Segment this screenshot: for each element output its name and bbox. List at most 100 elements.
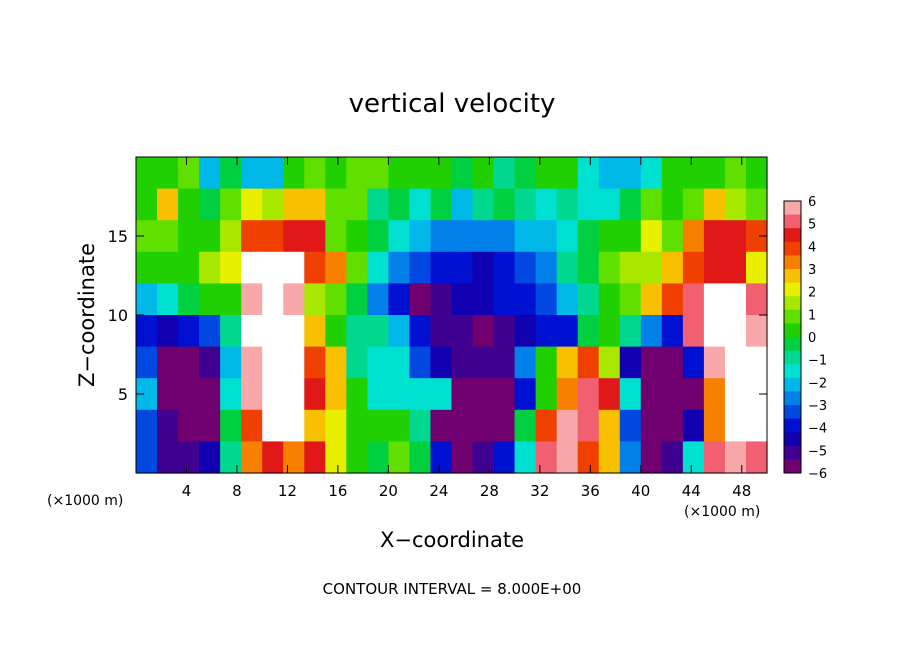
heatmap-cell (325, 441, 347, 474)
colorbar-label: −4 (808, 422, 827, 437)
heatmap-cell (388, 220, 411, 253)
colorbar-swatch (784, 201, 801, 216)
heatmap-cell (703, 283, 726, 316)
heatmap-cell (598, 157, 621, 190)
heatmap-cell (220, 378, 242, 411)
heatmap-cell (556, 378, 579, 411)
colorbar-swatch (784, 337, 801, 352)
heatmap-cell (262, 251, 284, 284)
heatmap-cell (556, 346, 579, 379)
heatmap-cell (178, 346, 200, 379)
heatmap-cell (262, 188, 284, 221)
heatmap-cell (724, 315, 747, 348)
heatmap-cell (556, 409, 579, 442)
colorbar-swatch (784, 418, 801, 433)
heatmap-cell (430, 441, 453, 474)
heatmap-cell (451, 220, 474, 253)
heatmap-cell (136, 188, 158, 221)
heatmap-cell (283, 157, 305, 190)
heatmap-cell (598, 441, 621, 474)
heatmap-cell (682, 441, 705, 474)
heatmap-cell (619, 157, 642, 190)
heatmap-cell (178, 441, 200, 474)
heatmap-cell (703, 315, 726, 348)
heatmap-cell (535, 251, 558, 284)
heatmap-cell (472, 346, 495, 379)
heatmap-cell (661, 157, 684, 190)
heatmap-cell (577, 346, 600, 379)
heatmap-cell (577, 441, 600, 474)
heatmap-cell (178, 315, 200, 348)
heatmap-cell (535, 441, 558, 474)
y-axis: 5 10 15 (108, 227, 767, 404)
heatmap-cell (451, 409, 474, 442)
heatmap-cell (178, 188, 200, 221)
heatmap-cell (703, 441, 726, 474)
heatmap-cell (367, 346, 389, 379)
heatmap-cell (304, 283, 326, 316)
heatmap-cell (661, 409, 684, 442)
heatmap-cell (136, 409, 158, 442)
heatmap-cell (325, 346, 347, 379)
colorbar-frame (783, 200, 802, 474)
heatmap-cell (157, 251, 179, 284)
heatmap-cell (661, 441, 684, 474)
y-tick-label: 15 (108, 227, 128, 246)
heatmap-cell (136, 220, 158, 253)
heatmap-cell (199, 409, 221, 442)
heatmap-cell (304, 157, 326, 190)
heatmap-cell (199, 283, 221, 316)
heatmap-cell (682, 378, 705, 411)
heatmap-cell (577, 409, 600, 442)
heatmap-cell (682, 251, 705, 284)
heatmap-cell (241, 441, 263, 474)
heatmap-cell (388, 378, 411, 411)
heatmap-cell (724, 188, 747, 221)
heatmap-cell (640, 220, 663, 253)
heatmap-cell (283, 283, 305, 316)
heatmap-cell (598, 188, 621, 221)
colorbar-label: 6 (808, 195, 816, 210)
heatmap-cell (556, 315, 579, 348)
heatmap-cell (199, 441, 221, 474)
heatmap-cell (388, 409, 411, 442)
heatmap-cell (283, 346, 305, 379)
colorbar-label: −5 (808, 444, 827, 459)
plot-area (136, 157, 768, 474)
heatmap-cell (535, 378, 558, 411)
heatmap-cell (724, 283, 747, 316)
heatmap-cell (325, 378, 347, 411)
heatmap-cell (346, 251, 368, 284)
heatmap-cell (241, 188, 263, 221)
heatmap-cell (367, 283, 389, 316)
heatmap-cell (262, 283, 284, 316)
colorbar-label: 2 (808, 286, 816, 301)
colorbar-label: −6 (808, 467, 827, 482)
x-tick-label: 48 (732, 482, 751, 500)
heatmap-cell (136, 346, 158, 379)
heatmap-cell (346, 378, 368, 411)
heatmap-cell (703, 346, 726, 379)
heatmap-cell (367, 157, 389, 190)
heatmap-cell (346, 283, 368, 316)
heatmap-cell (556, 251, 579, 284)
heatmap-cell (598, 251, 621, 284)
heatmap-cell (283, 441, 305, 474)
colorbar-swatch (784, 445, 801, 460)
heatmap-cell (430, 409, 453, 442)
colorbar-label: 0 (808, 331, 816, 346)
heatmap-cell (220, 315, 242, 348)
heatmap-cell (661, 346, 684, 379)
heatmap-cell (241, 378, 263, 411)
heatmap-cell (388, 251, 411, 284)
heatmap-cell (745, 157, 768, 190)
heatmap-cell (745, 283, 768, 316)
heatmap-cell (703, 188, 726, 221)
colorbar-swatch (784, 405, 801, 420)
colorbar-swatch (784, 255, 801, 270)
heatmap-cell (745, 251, 768, 284)
heatmap-cell (640, 441, 663, 474)
heatmap-cell (619, 188, 642, 221)
heatmap-cell (409, 188, 432, 221)
